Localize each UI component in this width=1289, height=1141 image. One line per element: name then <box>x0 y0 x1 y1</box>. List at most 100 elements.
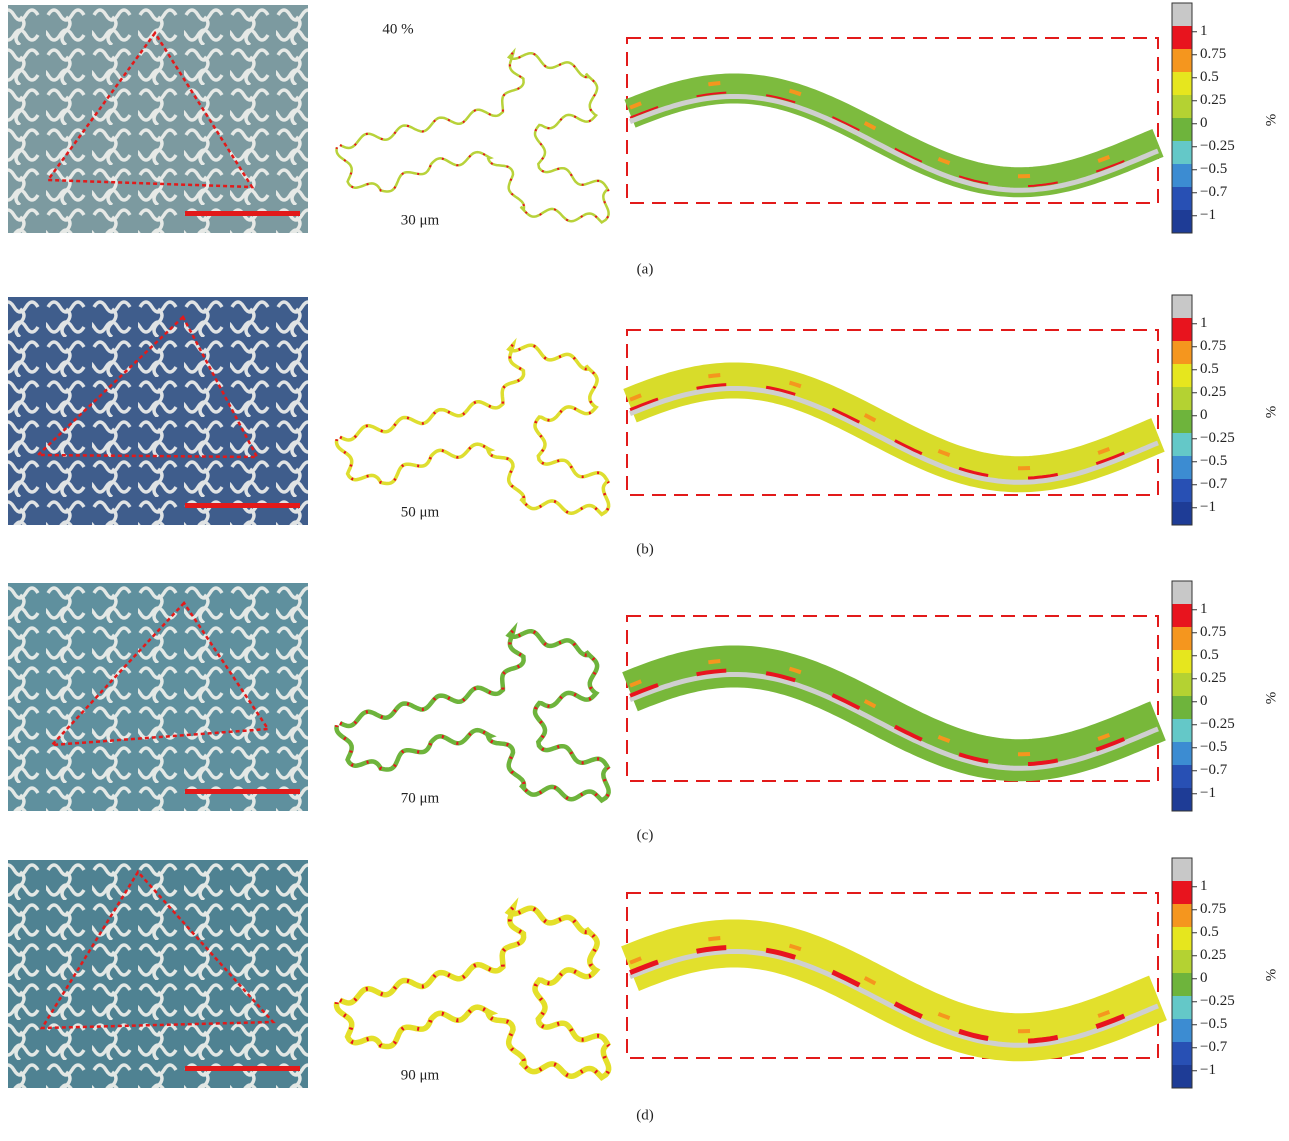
triangle <box>39 869 276 1030</box>
colorbar-segment <box>1172 118 1192 141</box>
colorbar-segment <box>1172 996 1192 1019</box>
triangle <box>48 600 271 747</box>
colorbar-label: −0.5 <box>1200 453 1227 469</box>
colorbar-segment <box>1172 433 1192 456</box>
colorbar-segment <box>1172 95 1192 118</box>
colorbar-label: −0.25 <box>1200 430 1235 446</box>
colorbar-label: 0.75 <box>1200 624 1226 640</box>
colorbar-frame <box>1171 294 1193 526</box>
photo-pattern <box>8 297 308 525</box>
colorbar-label: −0.5 <box>1200 739 1227 755</box>
colorbar-label: −0.25 <box>1200 138 1235 154</box>
colorbar-unit: % <box>1263 114 1279 127</box>
panel: 50 μm 1 0.75 0.5 0.25 0 −0.25 −0.5 −0.7 −1 <box>8 294 1235 526</box>
wire <box>334 621 611 804</box>
colorbar-label: 1 <box>1200 601 1208 617</box>
colorbar-segment <box>1172 765 1192 788</box>
triangle <box>45 30 255 189</box>
panel-label: (b) <box>636 541 654 557</box>
colorbar-segment <box>1172 456 1192 479</box>
band-gray <box>629 94 1159 193</box>
colorbar-label: −0.5 <box>1200 161 1227 177</box>
band-hot <box>629 383 1159 480</box>
colorbar-label: −0.25 <box>1200 716 1235 732</box>
colorbar-frame <box>1171 2 1193 234</box>
band-warm <box>629 658 1159 757</box>
strain-label: 40 % <box>382 21 413 37</box>
wire <box>333 897 612 1081</box>
colorbar-segment <box>1172 1042 1192 1065</box>
zoom-box <box>626 615 1159 782</box>
colorbar-segment <box>1172 210 1192 233</box>
colorbar-segment <box>1172 387 1192 410</box>
colorbar-unit: % <box>1263 692 1279 705</box>
panel: 40 % 30 μm 1 0.75 0.5 0.25 0 −0.25 −0.5 −0.7 −1 <box>8 2 1235 234</box>
colorbar-label: −1 <box>1200 207 1216 223</box>
wire <box>334 337 611 517</box>
panel-label: (d) <box>636 1107 654 1123</box>
band-hot <box>629 668 1159 767</box>
colorbar-segment <box>1172 72 1192 95</box>
colorbar-label: −1 <box>1200 499 1216 515</box>
colorbar-segment <box>1172 141 1192 164</box>
band-warm <box>629 935 1159 1034</box>
zoom-box <box>626 329 1159 496</box>
band-hot <box>629 945 1159 1044</box>
colorbar-label: 0 <box>1200 970 1208 986</box>
colorbar-segment <box>1172 973 1192 996</box>
colorbar-segment <box>1172 696 1192 719</box>
colorbar-label: −0.7 <box>1200 762 1228 778</box>
colorbar-segment <box>1172 49 1192 72</box>
colorbar-segment <box>1172 318 1192 341</box>
colorbar-unit: % <box>1263 406 1279 419</box>
panel-label: (c) <box>637 827 654 843</box>
colorbar-segment <box>1172 187 1192 210</box>
zoom-box <box>626 37 1159 204</box>
colorbar-label: 0.25 <box>1200 384 1226 400</box>
colorbar-segment <box>1172 927 1192 950</box>
colorbar-label: −1 <box>1200 785 1216 801</box>
colorbar-segment <box>1172 950 1192 973</box>
colorbar-segment <box>1172 742 1192 765</box>
colorbar-label: 0 <box>1200 115 1208 131</box>
colorbar-label: 0 <box>1200 407 1208 423</box>
zoom-box <box>626 892 1159 1059</box>
width-label: 70 μm <box>401 790 440 806</box>
colorbar-unit: % <box>1263 969 1279 982</box>
colorbar-segment <box>1172 604 1192 627</box>
colorbar-segment <box>1172 164 1192 187</box>
colorbar-label: 0 <box>1200 693 1208 709</box>
band <box>621 919 1167 1062</box>
colorbar-label: 1 <box>1200 315 1208 331</box>
colorbar-label: 0.75 <box>1200 46 1226 62</box>
panel: 90 μm 1 0.75 0.5 0.25 0 −0.25 −0.5 −0.7 −1 <box>8 857 1235 1089</box>
colorbar-label: −1 <box>1200 1062 1216 1078</box>
colorbar-segment <box>1172 295 1192 318</box>
triangle <box>34 314 260 459</box>
colorbar-label: 1 <box>1200 23 1208 39</box>
colorbar-label: 0.5 <box>1200 69 1219 85</box>
width-label: 90 μm <box>401 1067 440 1083</box>
band-warm <box>629 372 1159 471</box>
colorbar-segment <box>1172 341 1192 364</box>
colorbar-label: 0.25 <box>1200 670 1226 686</box>
wire <box>335 47 610 225</box>
scale-bar <box>185 789 300 794</box>
band-gray <box>629 672 1159 771</box>
colorbar-label: 0.5 <box>1200 924 1219 940</box>
colorbar-label: −0.5 <box>1200 1016 1227 1032</box>
colorbar-label: −0.7 <box>1200 184 1228 200</box>
colorbar-segment <box>1172 719 1192 742</box>
colorbar-segment <box>1172 1019 1192 1042</box>
panel-label: (a) <box>637 261 654 277</box>
colorbar-segment <box>1172 479 1192 502</box>
band-gray <box>629 949 1159 1048</box>
band-hot <box>629 91 1159 188</box>
colorbar-segment <box>1172 3 1192 26</box>
colorbar-segment <box>1172 881 1192 904</box>
band-gray <box>629 386 1159 485</box>
colorbar-segment <box>1172 26 1192 49</box>
colorbar-segment <box>1172 904 1192 927</box>
scale-bar <box>185 1066 300 1071</box>
